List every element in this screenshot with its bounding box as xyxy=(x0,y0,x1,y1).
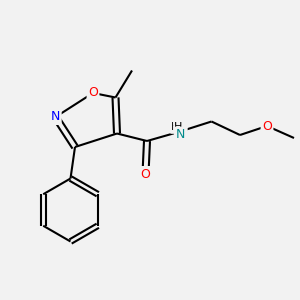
Text: H: H xyxy=(171,122,180,133)
Text: O: O xyxy=(262,119,272,133)
Text: N: N xyxy=(177,127,186,140)
Text: O: O xyxy=(141,167,150,181)
Text: N: N xyxy=(51,110,60,124)
Text: N: N xyxy=(175,128,185,141)
Text: O: O xyxy=(88,86,98,100)
Text: H: H xyxy=(174,122,182,132)
